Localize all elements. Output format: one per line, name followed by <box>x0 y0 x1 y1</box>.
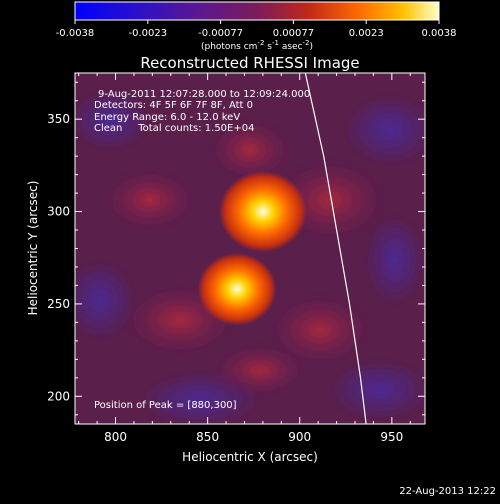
source-blob <box>218 171 307 253</box>
energy-range-text: Energy Range: 6.0 - 12.0 keV <box>94 112 240 123</box>
y-axis-ticks: 200 250 300 350 <box>47 81 425 416</box>
heatmap-image <box>75 73 425 424</box>
y-tick-label: 200 <box>47 389 70 403</box>
x-tick-label: 950 <box>380 430 403 444</box>
detectors-text: Detectors: 4F 5F 6F 7F 8F, Att 0 <box>94 100 253 111</box>
peak-position-text: Position of Peak = [880,300] <box>94 400 237 411</box>
time-range-text: 9-Aug-2011 12:07:28.000 to 12:09:24.000 <box>98 89 310 100</box>
colorbar-tick-label: -0.0038 <box>56 28 95 39</box>
x-tick-label: 900 <box>288 430 311 444</box>
x-axis-label: Heliocentric X (arcsec) <box>182 450 318 464</box>
chart-title: Reconstructed RHESSI Image <box>140 54 359 72</box>
colorbar-gradient <box>74 1 440 21</box>
y-tick-label: 250 <box>47 297 70 311</box>
clean-counts-text: Clean Total counts: 1.50E+04 <box>94 123 254 134</box>
colorbar-tick-label: 0.0038 <box>422 28 457 39</box>
x-tick-label: 850 <box>196 430 219 444</box>
x-axis-ticks: 800 850 900 950 <box>78 73 411 444</box>
colorbar: -0.0038 -0.0023 -0.00077 0.00077 0.0023 0.003… <box>56 1 457 52</box>
y-tick-label: 350 <box>47 112 70 126</box>
colorbar-tick-label: 0.00077 <box>273 28 314 39</box>
colorbar-tick-label: -0.00077 <box>198 28 243 39</box>
source-blob <box>197 252 277 326</box>
solar-limb-line <box>304 73 367 424</box>
colorbar-ticks: -0.0038 -0.0023 -0.00077 0.00077 0.0023 0.003… <box>56 20 457 39</box>
y-tick-label: 300 <box>47 205 70 219</box>
timestamp: 22-Aug-2013 12:22 <box>399 486 496 497</box>
colorbar-tick-label: -0.0023 <box>128 28 167 39</box>
observation-info: 9-Aug-2011 12:07:28.000 to 12:09:24.000 … <box>94 89 310 134</box>
colorbar-units: (photons cm-2 s-1 asec-2) <box>201 39 313 52</box>
y-axis-label: Heliocentric Y (arcsec) <box>26 181 40 316</box>
colorbar-tick-label: 0.0023 <box>349 28 384 39</box>
x-tick-label: 800 <box>104 430 127 444</box>
hxr-sources <box>197 171 307 326</box>
